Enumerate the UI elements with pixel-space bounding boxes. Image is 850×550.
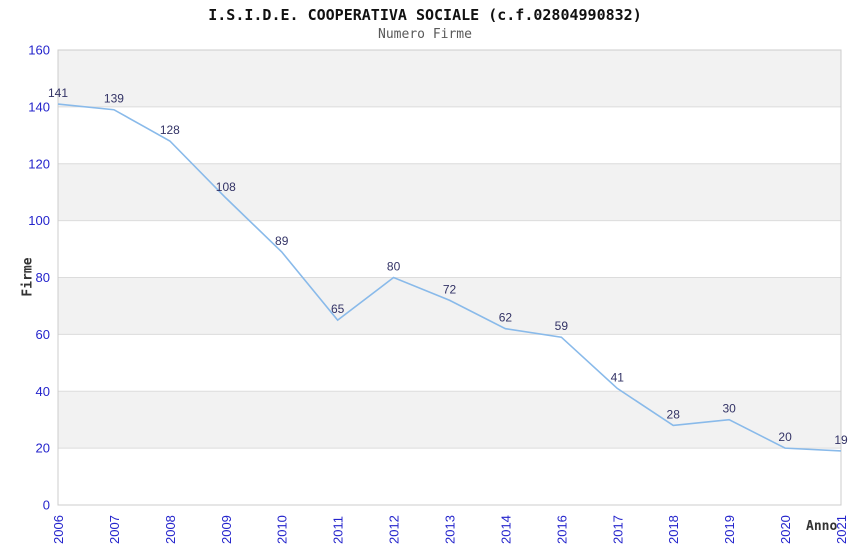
y-tick-label: 60 — [36, 327, 50, 342]
chart-subtitle: Numero Firme — [378, 27, 472, 42]
data-point-label: 41 — [611, 370, 625, 384]
x-tick-label: 2011 — [331, 516, 346, 544]
y-tick-label: 100 — [28, 213, 50, 228]
data-point-label: 80 — [387, 260, 401, 274]
x-tick-label: 2008 — [163, 515, 178, 544]
y-tick-label: 0 — [43, 498, 50, 513]
plot-band — [58, 220, 841, 278]
x-tick-label: 2017 — [610, 515, 625, 544]
y-tick-label: 80 — [36, 270, 50, 285]
y-tick-label: 40 — [36, 384, 50, 399]
x-tick-label: 2020 — [778, 515, 793, 544]
plot-border — [57, 49, 842, 506]
data-point-label: 139 — [104, 92, 124, 106]
data-point-label: 30 — [722, 402, 736, 416]
chart-title: I.S.I.D.E. COOPERATIVA SOCIALE (c.f.0280… — [208, 6, 642, 24]
x-tick-label: 2019 — [722, 515, 737, 544]
plot-band — [58, 50, 841, 107]
data-point-label: 141 — [48, 86, 68, 100]
data-point-label: 19 — [834, 433, 848, 447]
line-series-numero-firme — [57, 103, 842, 452]
x-tick-label: 2009 — [219, 515, 234, 544]
x-tick-label: 2013 — [443, 515, 458, 544]
x-tick-label: 2018 — [666, 515, 681, 544]
x-tick-label: 2016 — [554, 515, 569, 544]
y-tick-label: 20 — [36, 441, 50, 456]
data-point-label: 28 — [667, 407, 681, 421]
plot-band — [58, 334, 841, 392]
y-tick-label: 120 — [28, 156, 50, 171]
data-point-label: 20 — [778, 430, 792, 444]
x-tick-label: 2014 — [498, 515, 513, 544]
x-tick-label: 2012 — [387, 515, 402, 544]
data-point-label: 108 — [216, 180, 236, 194]
plot-band — [58, 448, 841, 505]
plot-band — [58, 277, 841, 335]
plot-band — [58, 391, 841, 449]
plot-band — [58, 106, 841, 164]
data-point-label: 72 — [443, 282, 457, 296]
plot-band — [58, 163, 841, 221]
data-point-label: 128 — [160, 123, 180, 137]
y-tick-label: 160 — [28, 43, 50, 58]
data-point-label: 62 — [499, 311, 513, 325]
x-axis-title: Anno — [806, 519, 838, 534]
y-tick-label: 140 — [28, 99, 50, 114]
x-tick-label: 2010 — [275, 515, 290, 544]
data-point-label: 89 — [275, 234, 289, 248]
x-tick-label: 2006 — [51, 515, 66, 544]
data-point-label: 65 — [331, 302, 345, 316]
x-tick-label: 2007 — [107, 515, 122, 544]
x-tick-label: 2021 — [834, 515, 849, 544]
data-point-label: 59 — [555, 319, 569, 333]
